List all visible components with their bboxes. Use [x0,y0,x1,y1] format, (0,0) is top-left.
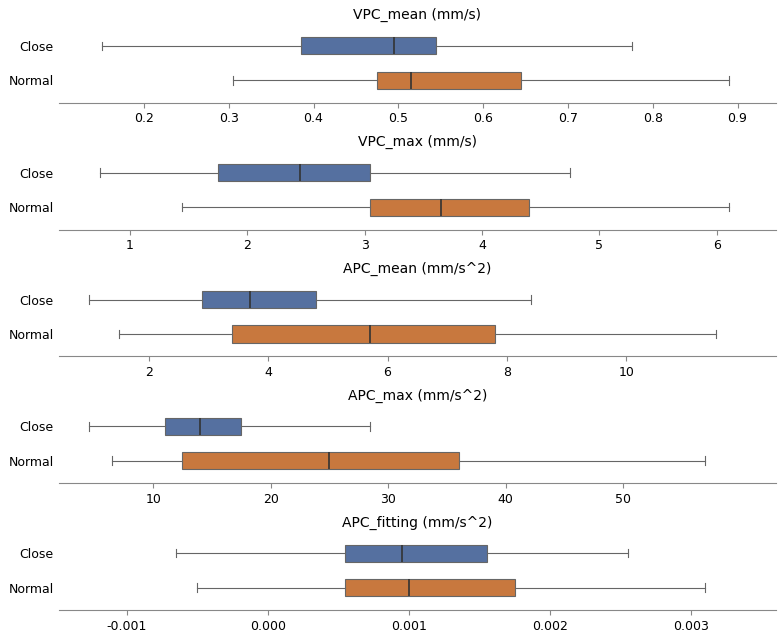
PathPatch shape [370,199,529,216]
Title: VPC_max (mm/s): VPC_max (mm/s) [358,135,477,149]
PathPatch shape [346,544,487,562]
PathPatch shape [183,452,459,469]
PathPatch shape [346,579,515,596]
PathPatch shape [202,291,316,308]
Title: APC_mean (mm/s^2): APC_mean (mm/s^2) [343,262,492,276]
Title: APC_fitting (mm/s^2): APC_fitting (mm/s^2) [342,515,492,529]
PathPatch shape [218,164,370,181]
Title: VPC_mean (mm/s): VPC_mean (mm/s) [354,8,481,22]
PathPatch shape [377,72,521,89]
PathPatch shape [301,37,437,54]
PathPatch shape [232,326,495,342]
PathPatch shape [165,418,241,435]
Title: APC_max (mm/s^2): APC_max (mm/s^2) [348,389,487,403]
